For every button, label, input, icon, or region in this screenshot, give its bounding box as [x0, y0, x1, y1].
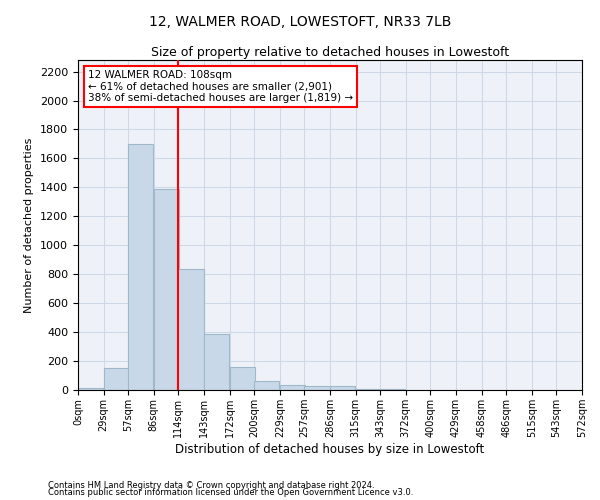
- Bar: [254, 380, 280, 390]
- Bar: [154, 189, 179, 390]
- Text: 12, WALMER ROAD, LOWESTOFT, NR33 7LB: 12, WALMER ROAD, LOWESTOFT, NR33 7LB: [149, 15, 451, 29]
- Bar: [204, 334, 229, 390]
- Text: 12 WALMER ROAD: 108sqm
← 61% of detached houses are smaller (2,901)
38% of semi-: 12 WALMER ROAD: 108sqm ← 61% of detached…: [88, 70, 353, 103]
- Y-axis label: Number of detached properties: Number of detached properties: [25, 138, 34, 312]
- Bar: [280, 384, 305, 390]
- Bar: [178, 269, 203, 390]
- Bar: [230, 367, 254, 390]
- X-axis label: Distribution of detached houses by size in Lowestoft: Distribution of detached houses by size …: [175, 442, 485, 456]
- Text: Contains public sector information licensed under the Open Government Licence v3: Contains public sector information licen…: [48, 488, 413, 497]
- Title: Size of property relative to detached houses in Lowestoft: Size of property relative to detached ho…: [151, 46, 509, 59]
- Text: Contains HM Land Registry data © Crown copyright and database right 2024.: Contains HM Land Registry data © Crown c…: [48, 480, 374, 490]
- Bar: [128, 144, 154, 390]
- Bar: [78, 388, 103, 390]
- Bar: [304, 386, 329, 390]
- Bar: [104, 368, 128, 390]
- Bar: [330, 386, 355, 390]
